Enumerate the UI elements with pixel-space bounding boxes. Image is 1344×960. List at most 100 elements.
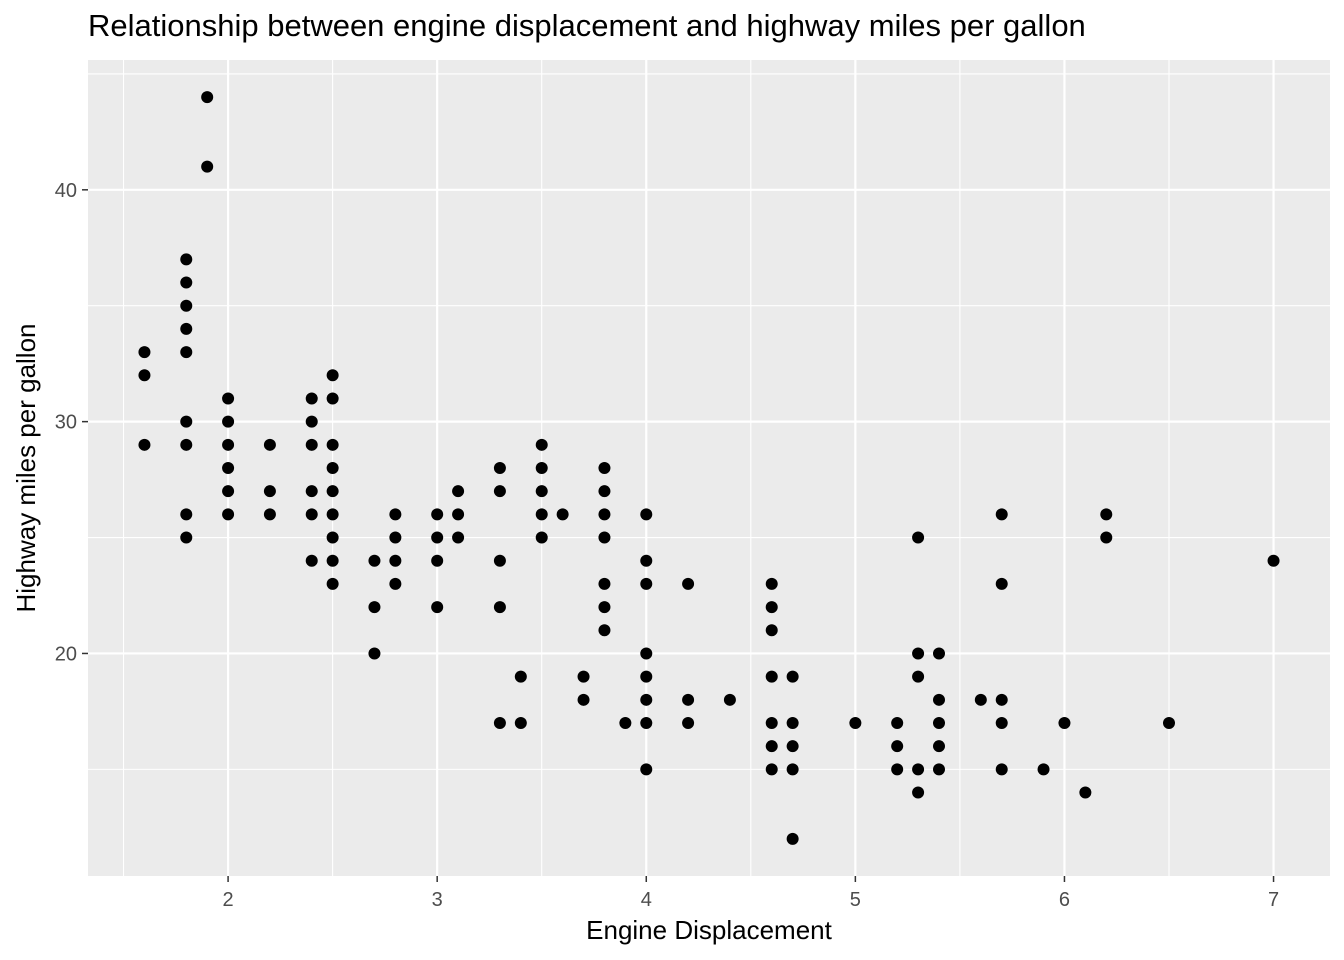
data-point [995, 717, 1008, 729]
data-point [786, 670, 799, 683]
x-tick-label: 2 [223, 889, 234, 911]
data-point [556, 508, 569, 521]
data-point [974, 693, 987, 706]
x-tick-label: 6 [1059, 889, 1070, 911]
y-tick-label: 30 [55, 412, 77, 434]
data-point [682, 577, 695, 590]
data-point [849, 717, 862, 729]
data-point [180, 299, 193, 312]
data-point [514, 670, 527, 683]
data-point [263, 508, 276, 521]
data-point [765, 763, 778, 776]
data-point [995, 577, 1008, 590]
data-point [891, 717, 904, 729]
data-point [263, 485, 276, 498]
plot-panel [88, 60, 1330, 876]
data-point [326, 438, 339, 451]
data-point [431, 554, 444, 567]
data-point [305, 508, 318, 521]
data-point [765, 577, 778, 590]
data-point [786, 763, 799, 776]
data-point [912, 670, 925, 683]
data-point [326, 508, 339, 521]
data-point [1267, 554, 1280, 567]
data-point [995, 763, 1008, 776]
data-point [222, 415, 235, 428]
data-point [1079, 786, 1092, 799]
data-point [452, 531, 465, 544]
data-point [138, 346, 151, 359]
data-point [326, 554, 339, 567]
data-point [389, 554, 402, 567]
data-point [201, 91, 214, 104]
data-point [1100, 508, 1113, 521]
data-point [368, 647, 381, 660]
data-point [1037, 763, 1050, 776]
data-point [598, 531, 611, 544]
data-point [431, 531, 444, 544]
data-point [180, 276, 193, 289]
data-point [640, 693, 653, 706]
data-points [138, 91, 1280, 845]
data-point [493, 462, 506, 474]
data-point [640, 554, 653, 567]
data-point [535, 438, 548, 451]
data-point [326, 462, 339, 474]
data-point [765, 740, 778, 753]
data-point [891, 740, 904, 753]
data-point [765, 624, 778, 637]
data-point [995, 693, 1008, 706]
data-point [912, 531, 925, 544]
data-point [577, 670, 590, 683]
data-point [368, 601, 381, 614]
x-tick-label: 3 [432, 889, 443, 911]
data-point [201, 160, 214, 173]
data-point [180, 438, 193, 451]
data-point [222, 508, 235, 521]
data-point [786, 740, 799, 753]
data-point [493, 601, 506, 614]
data-point [598, 462, 611, 474]
data-point [326, 369, 339, 382]
data-point [263, 438, 276, 451]
data-point [619, 717, 632, 729]
x-axis-title: Engine Displacement [586, 915, 832, 945]
data-point [786, 717, 799, 729]
data-point [493, 485, 506, 498]
data-point [1100, 531, 1113, 544]
data-point [305, 392, 318, 405]
data-point [326, 577, 339, 590]
data-point [640, 670, 653, 683]
data-point [598, 485, 611, 498]
data-point [912, 763, 925, 776]
data-point [180, 531, 193, 544]
data-point [326, 485, 339, 498]
data-point [389, 577, 402, 590]
data-point [222, 438, 235, 451]
chart-title: Relationship between engine displacement… [88, 8, 1086, 43]
data-point [933, 740, 945, 753]
data-point [431, 508, 444, 521]
data-point [598, 577, 611, 590]
data-point [389, 508, 402, 521]
y-axis-title: Highway miles per gallon [11, 323, 41, 612]
data-point [577, 693, 590, 706]
data-point [431, 601, 444, 614]
x-tick-label: 5 [850, 889, 861, 911]
data-point [138, 369, 151, 382]
data-point [452, 485, 465, 498]
data-point [640, 647, 653, 660]
data-point [222, 462, 235, 474]
data-point [682, 693, 695, 706]
data-point [180, 322, 193, 335]
data-point [1163, 717, 1175, 729]
data-point [640, 508, 653, 521]
data-point [598, 624, 611, 637]
data-point [535, 508, 548, 521]
data-point [933, 763, 945, 776]
data-point [912, 786, 925, 799]
data-point [765, 717, 778, 729]
data-point [180, 253, 193, 266]
data-point [326, 531, 339, 544]
